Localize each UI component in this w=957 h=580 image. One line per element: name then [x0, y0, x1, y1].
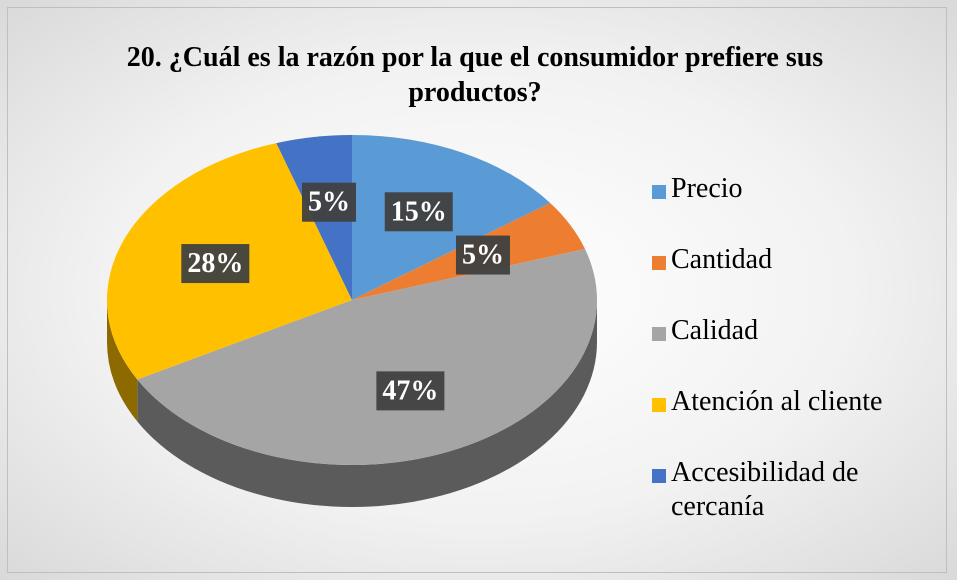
legend-swatch: [652, 398, 666, 412]
legend-swatch: [652, 256, 666, 270]
data-label: 5%: [302, 182, 357, 222]
slice-side: [107, 300, 138, 422]
data-label: 28%: [181, 244, 250, 284]
data-label-text: 15%: [391, 196, 447, 227]
data-label-box: [302, 182, 357, 222]
data-label-box: [376, 371, 445, 411]
legend-item: Atención al cliente: [652, 385, 942, 419]
data-label-text: 28%: [187, 248, 243, 279]
pie-slice: [137, 249, 597, 465]
data-label: 47%: [376, 371, 445, 411]
chart-frame: [7, 7, 947, 573]
legend-swatch: [652, 327, 666, 341]
legend: Precio Cantidad Calidad Atención al cliente…: [652, 172, 942, 561]
data-label: 5%: [455, 235, 510, 275]
data-label-box: [455, 235, 510, 275]
legend-item: Calidad: [652, 314, 942, 348]
legend-label: Atención al cliente: [671, 386, 883, 417]
legend-swatch: [652, 185, 666, 199]
legend-label: Accesibilidad de cercanía: [671, 457, 859, 522]
legend-item: Precio: [652, 172, 942, 206]
legend-item: Accesibilidad de cercanía: [652, 456, 942, 524]
legend-label: Precio: [671, 173, 743, 204]
data-label-box: [181, 244, 250, 284]
data-label-text: 47%: [382, 375, 438, 406]
legend-item: Cantidad: [652, 243, 942, 277]
chart-title: 20. ¿Cuál es la razón por la que el cons…: [126, 42, 824, 108]
data-label-box: [384, 192, 453, 232]
data-label-text: 5%: [308, 187, 350, 218]
legend-swatch: [652, 469, 666, 483]
legend-label: Cantidad: [671, 244, 773, 275]
slice-side: [137, 300, 597, 507]
legend-label: Calidad: [671, 315, 759, 346]
data-label-text: 5%: [462, 240, 504, 271]
data-label: 15%: [384, 192, 453, 232]
